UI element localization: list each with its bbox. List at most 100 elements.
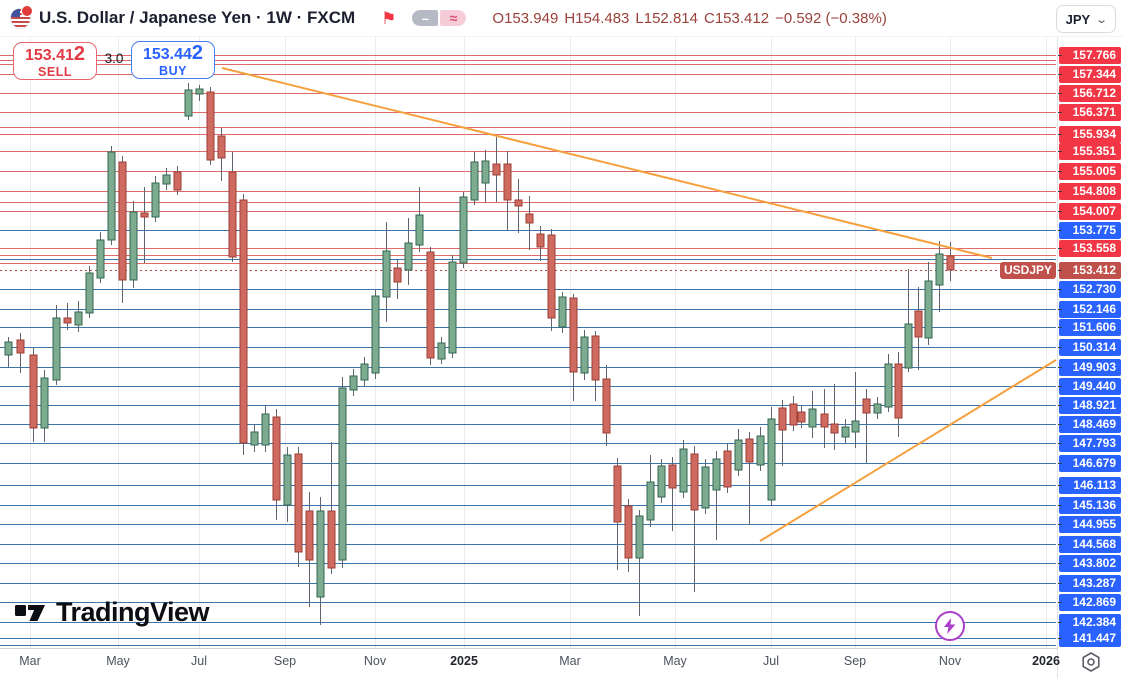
candle (569, 297, 578, 373)
candle (525, 213, 534, 224)
price-level-label: 146.679 (1059, 455, 1121, 472)
lightning-button[interactable] (935, 611, 965, 641)
candle (140, 212, 149, 218)
price-tick (1058, 211, 1062, 212)
time-axis-label: May (663, 654, 687, 668)
candle (547, 234, 556, 319)
usdjpy-pair-flag-icon (11, 4, 33, 28)
high-value: H154.483 (564, 9, 630, 27)
candle (272, 416, 281, 501)
change-value: −0.592 (−0.38%) (775, 9, 887, 27)
time-axis-label: 2026 (1032, 654, 1060, 668)
candle (217, 135, 226, 159)
sell-label: SELL (38, 65, 72, 79)
candle (808, 408, 817, 428)
top-bar: U.S. Dollar / Japanese Yen · 1W · FXCM ⚑… (0, 0, 1123, 37)
price-tick (1058, 424, 1062, 425)
candle (613, 465, 622, 523)
price-level-label: 148.469 (1059, 416, 1121, 433)
candle (904, 323, 913, 369)
compass-button[interactable] (1079, 650, 1103, 674)
price-level-label: 144.568 (1059, 536, 1121, 553)
candle (261, 413, 270, 446)
candle (657, 465, 666, 498)
candle (173, 171, 182, 191)
usdjpy-price-tag: USDJPY (1000, 262, 1056, 279)
candle (29, 354, 38, 429)
price-tick (1058, 327, 1062, 328)
time-axis-label: Sep (843, 654, 867, 668)
currency-dropdown[interactable]: JPY ⌄ (1056, 5, 1116, 33)
price-level-label: 143.802 (1059, 555, 1121, 572)
candle (723, 450, 732, 488)
price-level-label: 156.712 (1059, 85, 1121, 102)
price-level-label: 155.934 (1059, 126, 1121, 143)
approx-badge-icon[interactable]: ≈ (440, 10, 467, 26)
time-axis-label: Sep (273, 654, 297, 668)
price-level-label: 147.793 (1059, 435, 1121, 452)
candle (382, 250, 391, 298)
price-tick (1058, 485, 1062, 486)
candle (195, 88, 204, 95)
candle (129, 211, 138, 281)
trendline[interactable] (221, 67, 993, 259)
symbol-title[interactable]: U.S. Dollar / Japanese Yen · 1W · FXCM (39, 8, 356, 27)
price-level-label: 151.606 (1059, 319, 1121, 336)
price-tick (1058, 638, 1062, 639)
price-tick (1058, 583, 1062, 584)
candle (63, 317, 72, 324)
price-level-label: 155.351 (1059, 143, 1121, 160)
candle (789, 403, 798, 426)
current-price-label: 153.412 (1059, 262, 1121, 279)
time-axis-label: 2025 (450, 654, 478, 668)
candle (946, 255, 955, 271)
time-axis-label: May (106, 654, 130, 668)
candle (349, 375, 358, 391)
price-level-label: 141.447 (1059, 630, 1121, 647)
price-tick (1058, 248, 1062, 249)
candle (591, 335, 600, 381)
candle (734, 439, 743, 471)
trendline[interactable] (759, 359, 1057, 542)
price-level-label: 146.113 (1059, 477, 1121, 494)
candle (492, 163, 501, 176)
sell-button[interactable]: 153.412 SELL (13, 42, 97, 80)
currency-label: JPY (1065, 11, 1091, 27)
candle (96, 239, 105, 279)
time-axis-label: Jul (763, 654, 779, 668)
time-axis-label: Nov (938, 654, 962, 668)
candle (935, 253, 944, 286)
price-tick (1058, 386, 1062, 387)
price-level-label: 152.146 (1059, 301, 1121, 318)
candle (914, 310, 923, 338)
time-axis-label: Jul (191, 654, 207, 668)
price-level-label: 143.287 (1059, 575, 1121, 592)
candle (841, 426, 850, 438)
candle (873, 403, 882, 414)
candle (338, 387, 347, 561)
candle (448, 261, 457, 354)
candle (503, 163, 512, 201)
sell-price: 153.412 (24, 43, 86, 65)
candle (316, 510, 325, 598)
price-tick (1058, 443, 1062, 444)
candle (360, 363, 369, 381)
lightning-icon (944, 618, 956, 634)
price-level-label: 152.730 (1059, 281, 1121, 298)
price-level-label: 153.558 (1059, 240, 1121, 257)
price-level-label: 149.440 (1059, 378, 1121, 395)
minus-badge-icon[interactable]: – (412, 10, 439, 26)
price-level-label: 153.775 (1059, 222, 1121, 239)
time-scale[interactable]: Mar May Jul Sep Nov 2025 Mar May Jul Sep Nov 2026 (0, 648, 1060, 678)
price-scale[interactable]: 157.766 157.344 156.712 156.371 155.934 155.3… (1057, 0, 1123, 678)
candle (437, 342, 446, 360)
candle (712, 458, 721, 491)
price-tick (1058, 171, 1062, 172)
candle (426, 251, 435, 359)
candle (558, 296, 567, 328)
price-level-label: 142.869 (1059, 594, 1121, 611)
flag-bookmark-icon[interactable]: ⚑ (381, 8, 397, 28)
buy-button[interactable]: 153.442 BUY (131, 41, 215, 79)
